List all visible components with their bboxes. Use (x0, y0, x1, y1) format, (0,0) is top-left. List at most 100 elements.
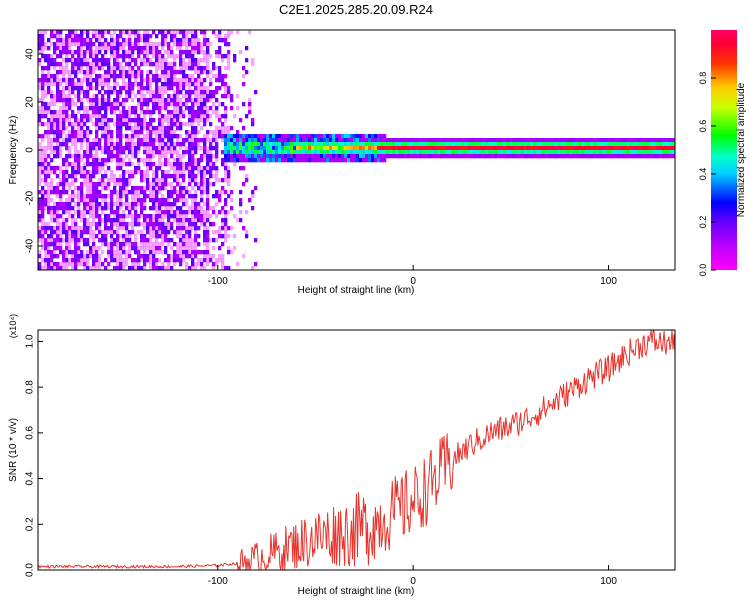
spectrogram-cell (83, 106, 87, 111)
spectrogram-cell (212, 206, 216, 211)
spectrogram-cell (77, 130, 81, 135)
spectrogram-cell (110, 238, 114, 243)
spectrogram-cell (71, 58, 75, 63)
spectrogram-cell (155, 150, 159, 155)
spectrogram-cell (152, 170, 156, 175)
spectrogram-cell (119, 30, 123, 35)
spectrogram-cell (173, 218, 177, 223)
spectrogram-cell (587, 142, 591, 147)
spectrogram-cell (209, 154, 213, 159)
spectrogram-cell (188, 266, 192, 270)
spectrogram-cell (68, 50, 72, 55)
spectrogram-cell (80, 86, 84, 91)
spectrogram-cell (236, 134, 240, 139)
spectrogram-cell (263, 142, 267, 147)
spectrogram-cell (158, 62, 162, 67)
spectrogram-cell (620, 138, 624, 143)
spectrogram-cell (488, 150, 492, 155)
spectrogram-cell (62, 46, 66, 51)
spectrogram-cell (488, 142, 492, 147)
spectrogram-cell (119, 34, 123, 39)
spectrogram-cell (224, 118, 228, 123)
spectrogram-cell (92, 190, 96, 195)
spectrogram-cell (215, 258, 219, 263)
spectrogram-cell (140, 74, 144, 79)
spectrogram-cell (569, 150, 573, 155)
spectrogram-cell (224, 86, 228, 91)
spectrogram-cell (359, 134, 363, 139)
spectrogram-cell (461, 150, 465, 155)
spectrogram-cell (104, 58, 108, 63)
spectrogram-cell (80, 138, 84, 143)
spectrogram-cell (170, 214, 174, 219)
spectrogram-cell (251, 134, 255, 139)
spectrogram-cell (245, 230, 249, 235)
spectrogram-cell (65, 54, 69, 59)
spectrogram-cell (515, 154, 519, 159)
spectrogram-cell (41, 230, 45, 235)
spectrogram-cell (56, 238, 60, 243)
spectrogram-cell (50, 214, 54, 219)
spectrogram-cell (119, 62, 123, 67)
spectrogram-cell (185, 138, 189, 143)
spectrogram-cell (236, 218, 240, 223)
spectrogram-cell (50, 142, 54, 147)
spectrogram-cell (278, 134, 282, 139)
spectrogram-cell (248, 138, 252, 143)
spectrogram-cell (74, 230, 78, 235)
spectrogram-cell (167, 158, 171, 163)
spectrogram-cell (50, 146, 54, 151)
spectrogram-cell (665, 138, 669, 143)
spectrogram-cell (38, 114, 42, 119)
spectrogram-cell (164, 86, 168, 91)
spectrogram-cell (209, 138, 213, 143)
spectrogram-cell (338, 142, 342, 147)
spectrogram-cell (173, 134, 177, 139)
spectrogram-cell (443, 146, 447, 151)
spectrogram-cell (146, 166, 150, 171)
spectrogram-cell (86, 182, 90, 187)
spectrogram-cell (95, 246, 99, 251)
spectrogram-cell (248, 158, 252, 163)
spectrogram-cell (65, 102, 69, 107)
spectrogram-cell (194, 238, 198, 243)
spectrogram-cell (218, 118, 222, 123)
spectrogram-cell (44, 170, 48, 175)
spectrogram-cell (53, 78, 57, 83)
spectrogram-cell (41, 206, 45, 211)
spectrogram-cell (221, 162, 225, 167)
spectrogram-cell (65, 210, 69, 215)
spectrogram-cell (242, 102, 246, 107)
spectrogram-cell (116, 62, 120, 67)
spectrogram-cell (95, 206, 99, 211)
spectrogram-cell (80, 166, 84, 171)
spectrogram-cell (149, 158, 153, 163)
spectrogram-cell (254, 154, 258, 159)
spectrogram-cell (419, 150, 423, 155)
spectrogram-cell (191, 262, 195, 267)
spectrogram-cell (68, 114, 72, 119)
spectrogram-cell (158, 206, 162, 211)
spectrogram-cell (92, 242, 96, 247)
spectrogram-cell (116, 102, 120, 107)
spectrogram-cell (197, 78, 201, 83)
spectrogram-cell (197, 114, 201, 119)
spectrogram-cell (179, 122, 183, 127)
spectrogram-cell (452, 146, 456, 151)
spectrogram-cell (173, 94, 177, 99)
spectrogram-cell (86, 66, 90, 71)
spectrogram-cell (143, 134, 147, 139)
snr-series-line (38, 330, 675, 570)
y-tick-label: 0.4 (25, 471, 36, 485)
spectrogram-cell (146, 242, 150, 247)
spectrogram-cell (56, 122, 60, 127)
spectrogram-cell (182, 246, 186, 251)
spectrogram-cell (116, 202, 120, 207)
spectrogram-cell (167, 98, 171, 103)
spectrogram-cell (65, 114, 69, 119)
spectrogram-cell (110, 86, 114, 91)
spectrogram-cell (668, 142, 672, 147)
spectrogram-cell (371, 158, 375, 163)
spectrogram-cell (179, 70, 183, 75)
spectrogram-cell (143, 54, 147, 59)
